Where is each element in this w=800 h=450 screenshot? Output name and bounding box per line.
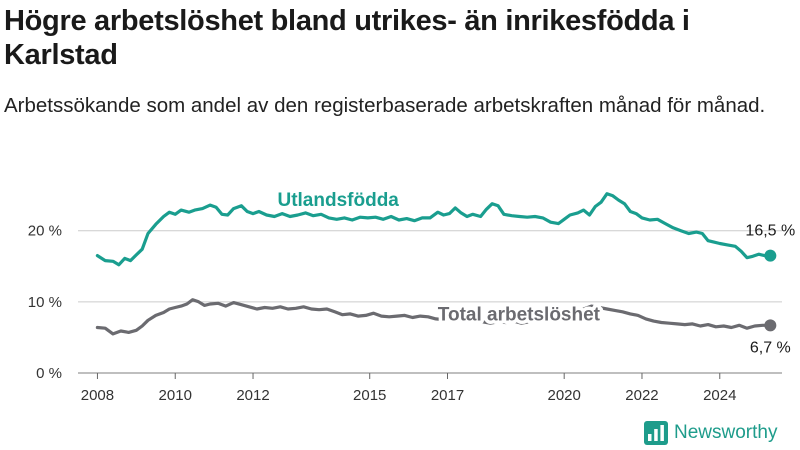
bar-chart-logo-icon — [644, 421, 668, 445]
series-end-point — [764, 249, 777, 262]
x-tick-label: 2022 — [625, 387, 658, 404]
x-tick-label: 2015 — [353, 387, 386, 404]
chart-subtitle: Arbetssökande som andel av den registerb… — [4, 94, 766, 117]
x-tick-label: 2012 — [236, 387, 269, 404]
series-line-1 — [95, 298, 772, 336]
x-tick-label: 2024 — [703, 387, 736, 404]
brand-name: Newsworthy — [674, 422, 778, 443]
x-tick-label: 2020 — [548, 387, 581, 404]
y-tick-label: 10 % — [28, 294, 62, 311]
newsworthy-brand[interactable]: Newsworthy — [644, 419, 777, 447]
x-tick-label: 2010 — [159, 387, 192, 404]
series-label-halo: Total arbetslöshet — [438, 304, 601, 325]
series-label: Utlandsfödda — [277, 190, 399, 211]
x-tick-label: 2008 — [81, 387, 114, 404]
series-end-label: 6,7 % — [750, 339, 791, 356]
series-line-0 — [95, 192, 772, 267]
series-end-point — [764, 319, 777, 332]
series-end-label: 16,5 % — [745, 223, 795, 240]
y-tick-label: 20 % — [28, 223, 62, 240]
series-label-halo: Utlandsfödda — [277, 190, 399, 211]
series-label: Total arbetslöshet — [438, 304, 601, 325]
line-chart: 0 % 10 % 20 % 2008 2010 2012 2015 2017 2020 2022 2… — [28, 186, 795, 404]
y-tick-label: 0 % — [36, 365, 62, 382]
x-tick-label: 2017 — [431, 387, 464, 404]
chart-title: Högre arbetslöshet bland utrikes- än inr… — [4, 5, 690, 71]
